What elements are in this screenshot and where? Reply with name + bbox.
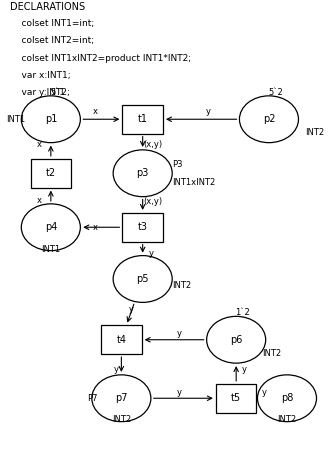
Text: 5`1: 5`1 (50, 88, 65, 97)
Ellipse shape (239, 96, 298, 143)
Text: y: y (261, 388, 267, 397)
FancyBboxPatch shape (216, 384, 256, 413)
FancyBboxPatch shape (101, 325, 142, 354)
Text: y: y (114, 365, 119, 374)
Text: y: y (148, 249, 154, 258)
Text: p4: p4 (45, 222, 57, 232)
Text: p7: p7 (115, 393, 128, 403)
Text: y: y (206, 107, 211, 116)
Text: x: x (92, 223, 98, 232)
Text: (x,y): (x,y) (143, 140, 162, 149)
Text: INT1: INT1 (7, 115, 26, 124)
Text: var x:INT1;: var x:INT1; (10, 71, 71, 80)
Text: INT2: INT2 (277, 415, 297, 424)
FancyBboxPatch shape (122, 105, 163, 134)
Text: INT2: INT2 (172, 281, 191, 290)
Text: p1: p1 (45, 114, 57, 124)
Text: 1`2: 1`2 (236, 308, 250, 317)
Text: INT2: INT2 (305, 128, 324, 137)
Text: t5: t5 (231, 393, 241, 403)
Text: p8: p8 (281, 393, 293, 403)
Text: t1: t1 (138, 114, 148, 124)
Text: 5`2: 5`2 (268, 88, 283, 97)
Text: y: y (242, 365, 247, 374)
Text: t2: t2 (46, 168, 56, 178)
Text: t3: t3 (138, 222, 148, 232)
FancyBboxPatch shape (122, 213, 163, 242)
Text: p2: p2 (263, 114, 275, 124)
Ellipse shape (207, 316, 266, 363)
Ellipse shape (113, 256, 172, 302)
Ellipse shape (92, 375, 151, 422)
Text: x: x (92, 107, 98, 116)
Text: INT2: INT2 (112, 415, 131, 424)
Text: (x,y): (x,y) (143, 197, 162, 206)
Text: P7: P7 (87, 394, 97, 403)
Text: INT1: INT1 (41, 245, 60, 254)
Text: x: x (37, 140, 42, 149)
Text: p5: p5 (136, 274, 149, 284)
Text: colset INT1xINT2=product INT1*INT2;: colset INT1xINT2=product INT1*INT2; (10, 54, 191, 63)
Text: colset INT1=int;: colset INT1=int; (10, 19, 94, 28)
Text: colset INT2=int;: colset INT2=int; (10, 36, 94, 45)
Text: p6: p6 (230, 335, 242, 345)
Text: y: y (176, 388, 181, 397)
Text: DECLARATIONS: DECLARATIONS (10, 2, 85, 12)
Text: P3: P3 (172, 160, 183, 169)
Ellipse shape (113, 150, 172, 197)
Text: y: y (176, 329, 181, 338)
Text: p3: p3 (136, 168, 149, 178)
Text: INT2: INT2 (262, 349, 281, 358)
Text: var y:INT2;: var y:INT2; (10, 88, 70, 97)
Ellipse shape (257, 375, 317, 422)
Text: x: x (37, 196, 42, 205)
Text: y: y (129, 305, 134, 314)
FancyBboxPatch shape (31, 159, 71, 188)
Ellipse shape (21, 204, 80, 251)
Ellipse shape (21, 96, 80, 143)
Text: t4: t4 (116, 335, 126, 345)
Text: INT1xINT2: INT1xINT2 (172, 178, 215, 187)
